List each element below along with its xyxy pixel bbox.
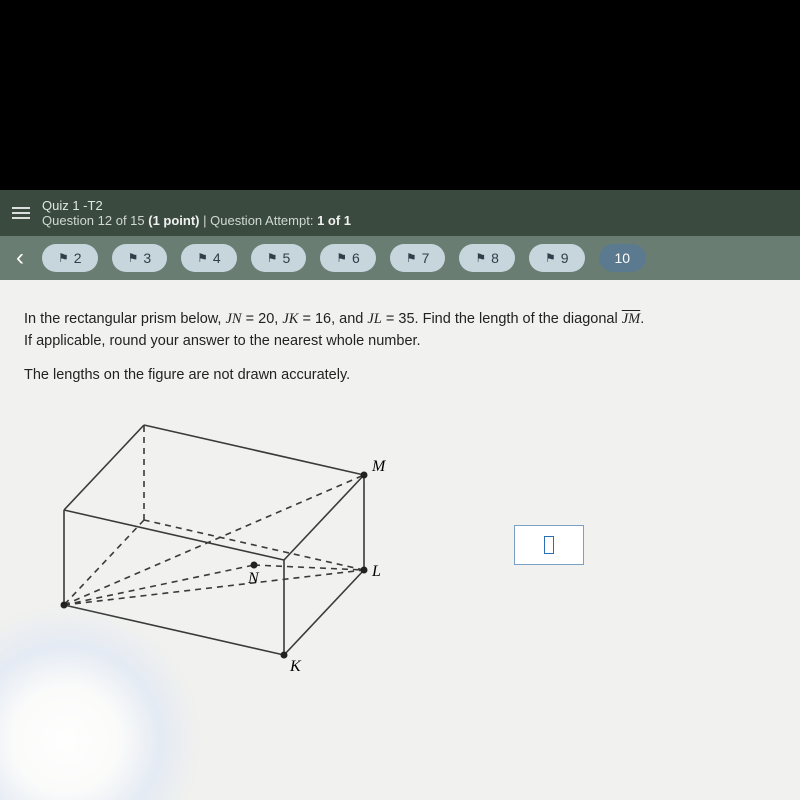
flag-icon: ⚑ — [336, 251, 347, 265]
intro-text: In the rectangular prism below, — [24, 311, 226, 327]
nav-pill-4[interactable]: ⚑4 — [181, 244, 237, 272]
svg-text:L: L — [371, 563, 381, 580]
problem-statement: In the rectangular prism below, JN = 20,… — [24, 308, 776, 353]
pill-number: 7 — [422, 250, 430, 266]
svg-text:M: M — [371, 458, 387, 475]
flag-icon: ⚑ — [128, 251, 139, 265]
pill-number: 2 — [74, 250, 82, 266]
attempt-value: 1 of 1 — [317, 213, 351, 228]
flag-icon: ⚑ — [58, 251, 69, 265]
eq-jn-val: = 20, — [242, 311, 283, 327]
diagonal-jm: JM — [622, 311, 641, 327]
flag-icon: ⚑ — [545, 251, 556, 265]
figure-note: The lengths on the figure are not drawn … — [24, 367, 776, 383]
flag-icon: ⚑ — [267, 251, 278, 265]
pill-number: 3 — [143, 250, 151, 266]
question-prefix: Question 12 of 15 — [42, 213, 148, 228]
nav-pill-3[interactable]: ⚑3 — [112, 244, 168, 272]
svg-text:N: N — [247, 570, 260, 587]
pill-number: 10 — [615, 250, 631, 266]
question-nav: ‹ ⚑2⚑3⚑4⚑5⚑6⚑7⚑8⚑910 — [0, 236, 800, 280]
flag-icon: ⚑ — [197, 251, 208, 265]
attempt-label: | Question Attempt: — [200, 213, 318, 228]
answer-cursor-icon — [544, 536, 554, 554]
eq-jk-val: = 16, and — [298, 311, 367, 327]
eq-jl: JL — [367, 311, 382, 327]
black-region-top — [0, 0, 800, 190]
pill-number: 5 — [282, 250, 290, 266]
pill-number: 9 — [561, 250, 569, 266]
quiz-title: Quiz 1 -T2 — [42, 198, 351, 213]
nav-pill-5[interactable]: ⚑5 — [251, 244, 307, 272]
nav-prev-button[interactable]: ‹ — [10, 244, 30, 272]
nav-pill-2[interactable]: ⚑2 — [42, 244, 98, 272]
eq-jk: JK — [282, 311, 298, 327]
nav-pill-10[interactable]: 10 — [599, 244, 647, 272]
prism-figure: M L N K — [24, 405, 424, 685]
flag-icon: ⚑ — [475, 251, 486, 265]
eq-jl-val: = 35. Find the length of the diagonal — [382, 311, 622, 327]
nav-pill-9[interactable]: ⚑9 — [529, 244, 585, 272]
pill-number: 6 — [352, 250, 360, 266]
nav-pill-7[interactable]: ⚑7 — [390, 244, 446, 272]
svg-text:K: K — [289, 658, 302, 675]
tail: . — [640, 311, 644, 327]
hamburger-icon[interactable] — [12, 207, 30, 219]
question-points: (1 point) — [148, 213, 199, 228]
round-instruction: If applicable, round your answer to the … — [24, 333, 421, 349]
answer-input[interactable] — [514, 525, 584, 565]
pill-number: 4 — [213, 250, 221, 266]
quiz-header: Quiz 1 -T2 Question 12 of 15 (1 point) |… — [0, 190, 800, 236]
nav-pills-container: ⚑2⚑3⚑4⚑5⚑6⚑7⚑8⚑910 — [42, 244, 790, 272]
nav-pill-8[interactable]: ⚑8 — [459, 244, 515, 272]
question-content: In the rectangular prism below, JN = 20,… — [0, 280, 800, 800]
eq-jn: JN — [226, 311, 242, 327]
flag-icon: ⚑ — [406, 251, 417, 265]
nav-pill-6[interactable]: ⚑6 — [320, 244, 376, 272]
pill-number: 8 — [491, 250, 499, 266]
question-progress: Question 12 of 15 (1 point) | Question A… — [42, 213, 351, 228]
